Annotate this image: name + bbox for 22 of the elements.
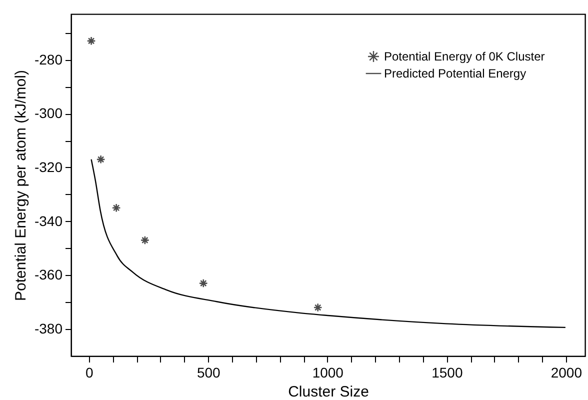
x-tick-label: 1000 xyxy=(312,364,344,380)
line-series xyxy=(90,158,566,328)
point xyxy=(96,154,106,164)
y-tick-label: -360 xyxy=(34,266,63,283)
x-tick-label: 2000 xyxy=(550,364,582,380)
y-axis-title: Potential Energy per atom (kJ/mol) xyxy=(12,70,30,301)
legend-label: Potential Energy of 0K Cluster xyxy=(384,50,545,64)
x-axis-title: Cluster Size xyxy=(288,384,369,400)
x-tick-label: 0 xyxy=(85,364,94,380)
x-tick-label: 1500 xyxy=(432,364,463,380)
y-tick-label: -300 xyxy=(34,105,63,122)
y-tick-label: -340 xyxy=(34,212,63,229)
y-tick-label: -320 xyxy=(34,158,63,175)
point xyxy=(140,236,150,245)
x-tick-label: 500 xyxy=(196,364,221,380)
point xyxy=(198,278,208,288)
legend-label: Predicted Potential Energy xyxy=(384,66,526,80)
point xyxy=(313,303,322,312)
y-tick-label: -280 xyxy=(34,51,63,68)
point xyxy=(112,203,121,212)
point xyxy=(86,36,96,46)
y-tick-label: -380 xyxy=(34,320,63,337)
